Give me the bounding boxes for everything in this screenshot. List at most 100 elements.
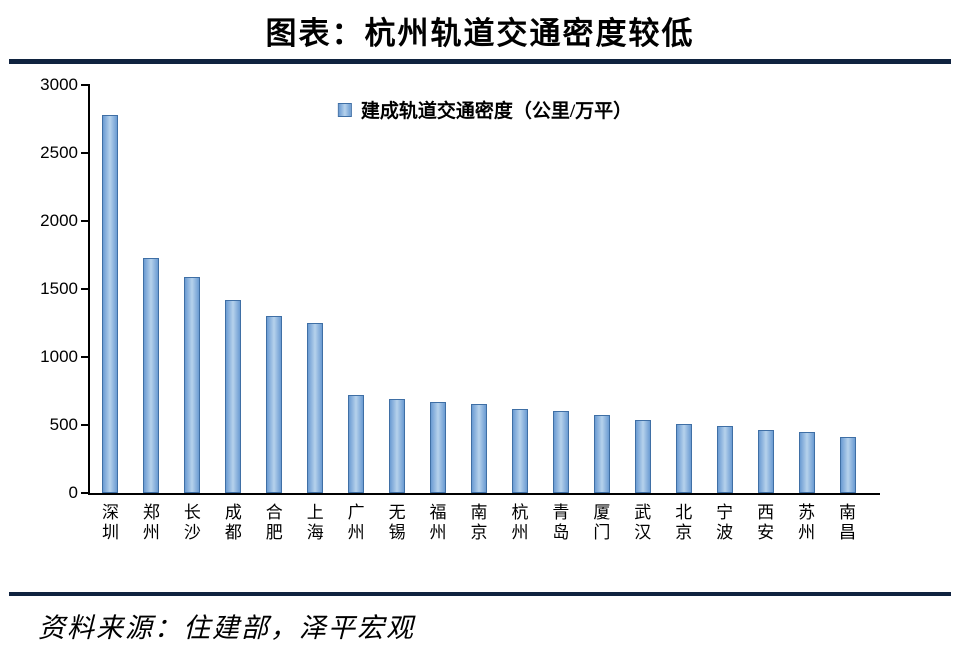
bar xyxy=(143,258,160,493)
bar xyxy=(225,300,242,493)
legend-label: 建成轨道交通密度（公里/万平） xyxy=(360,101,633,122)
bar xyxy=(348,395,365,493)
y-tick-mark xyxy=(81,84,88,86)
x-axis-label-char: 合 xyxy=(265,503,283,522)
bar xyxy=(552,411,569,493)
legend: 建成轨道交通密度（公里/万平） xyxy=(337,96,633,123)
y-tick-label: 3000 xyxy=(40,75,78,94)
x-axis-label-char: 无 xyxy=(388,503,406,522)
bar xyxy=(716,426,733,493)
x-axis-label-char: 京 xyxy=(470,523,488,542)
bar xyxy=(798,432,815,493)
y-tick-label: 1500 xyxy=(40,279,78,298)
bar xyxy=(675,424,692,493)
y-tick-mark xyxy=(81,288,88,290)
x-axis-label-char: 深 xyxy=(101,503,119,522)
y-tick-label: 0 xyxy=(68,483,78,502)
chart-title: 图表：杭州轨道交通密度较低 xyxy=(265,16,695,51)
x-axis-label-char: 苏 xyxy=(798,503,816,522)
x-axis-label-char: 上 xyxy=(306,503,324,522)
x-axis-label: 长沙 xyxy=(181,503,203,543)
x-axis-label-char: 西 xyxy=(757,503,775,522)
x-axis-label-char: 汉 xyxy=(634,523,652,542)
x-axis-line xyxy=(88,493,880,495)
bar xyxy=(593,415,610,493)
footer-divider xyxy=(9,592,951,596)
bar xyxy=(511,409,528,493)
x-axis-label: 杭州 xyxy=(509,503,531,543)
x-axis-label: 郑州 xyxy=(140,503,162,543)
x-axis-label-char: 青 xyxy=(552,503,570,522)
x-axis-label: 南昌 xyxy=(837,503,859,543)
x-axis-label-char: 南 xyxy=(470,503,488,522)
y-axis-line xyxy=(88,84,90,495)
y-tick-mark xyxy=(81,356,88,358)
x-axis-label: 武汉 xyxy=(632,503,654,543)
bar xyxy=(389,399,406,493)
x-axis-label-char: 成 xyxy=(224,503,242,522)
x-axis-label: 广州 xyxy=(345,503,367,543)
x-axis-label: 青岛 xyxy=(550,503,572,543)
x-axis-label: 厦门 xyxy=(591,503,613,543)
bar xyxy=(307,323,324,493)
x-axis-label: 成都 xyxy=(222,503,244,543)
x-axis-label-char: 州 xyxy=(511,523,529,542)
bar xyxy=(634,420,651,493)
bar xyxy=(471,404,487,493)
y-tick-label: 1000 xyxy=(40,347,78,366)
bar xyxy=(757,430,774,493)
x-axis-label: 宁波 xyxy=(714,503,736,543)
y-tick-label: 2000 xyxy=(40,211,78,230)
y-tick-mark xyxy=(81,220,88,222)
x-axis-label-char: 北 xyxy=(675,503,693,522)
x-axis-label-char: 州 xyxy=(798,523,816,542)
x-axis-label-char: 海 xyxy=(306,523,324,542)
x-axis-label-char: 波 xyxy=(716,523,734,542)
x-axis-label-char: 肥 xyxy=(265,523,283,542)
x-axis-label-char: 武 xyxy=(634,503,652,522)
bar xyxy=(102,115,119,493)
x-axis-label: 福州 xyxy=(427,503,449,543)
legend-swatch-icon xyxy=(337,102,352,117)
x-axis-label-char: 昌 xyxy=(839,523,857,542)
source-note: 资料来源：住建部，泽平宏观 xyxy=(38,613,415,643)
x-axis-label-char: 圳 xyxy=(101,523,119,542)
x-axis-label-char: 京 xyxy=(675,523,693,542)
x-axis-label-char: 福 xyxy=(429,503,447,522)
x-axis-label: 西安 xyxy=(755,503,777,543)
y-tick-label: 500 xyxy=(49,415,78,434)
bar xyxy=(266,316,283,493)
x-axis-label: 合肥 xyxy=(263,503,285,543)
x-axis-label: 南京 xyxy=(468,503,490,543)
bar xyxy=(839,437,856,493)
bar xyxy=(184,277,201,493)
x-axis-label-char: 岛 xyxy=(552,523,570,542)
x-axis-label: 深圳 xyxy=(99,503,121,543)
x-axis-label: 上海 xyxy=(304,503,326,543)
x-axis-label: 北京 xyxy=(673,503,695,543)
y-tick-label: 2500 xyxy=(40,143,78,162)
x-axis-label-char: 州 xyxy=(347,523,365,542)
y-tick-mark xyxy=(81,152,88,154)
x-axis-label-char: 锡 xyxy=(388,523,406,542)
x-axis-label-char: 广 xyxy=(347,503,365,522)
x-axis-label-char: 郑 xyxy=(142,503,160,522)
x-axis-label-char: 沙 xyxy=(183,523,201,542)
x-axis-label-char: 安 xyxy=(757,523,775,542)
x-axis-label: 无锡 xyxy=(386,503,408,543)
x-axis-label-char: 州 xyxy=(142,523,160,542)
x-axis-label-char: 长 xyxy=(183,503,201,522)
x-axis-label-char: 杭 xyxy=(511,503,529,522)
y-tick-mark xyxy=(81,492,88,494)
x-axis-label-char: 宁 xyxy=(716,503,734,522)
x-axis-label-char: 厦 xyxy=(593,503,611,522)
x-axis-label-char: 都 xyxy=(224,523,242,542)
y-tick-mark xyxy=(81,424,88,426)
x-axis-label-char: 门 xyxy=(593,523,611,542)
x-axis-label-char: 州 xyxy=(429,523,447,542)
title-divider xyxy=(9,59,951,64)
bar xyxy=(430,402,447,493)
x-axis-label-char: 南 xyxy=(839,503,857,522)
x-axis-label: 苏州 xyxy=(796,503,818,543)
